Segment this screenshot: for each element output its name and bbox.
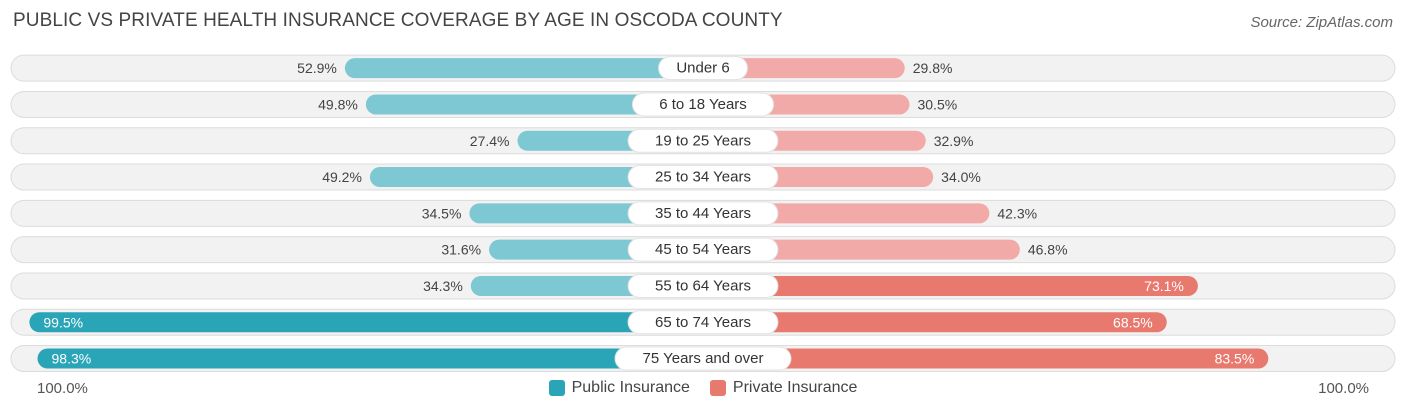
bar-public	[344, 58, 703, 79]
legend-item-public: Public Insurance	[548, 379, 690, 397]
category-label: 25 to 34 Years	[655, 169, 751, 186]
chart-title: PUBLIC VS PRIVATE HEALTH INSURANCE COVER…	[13, 10, 783, 31]
label-private: 73.1%	[1144, 278, 1184, 294]
bar-private	[703, 275, 1198, 296]
category-pill	[631, 92, 775, 117]
label-public: 98.3%	[52, 351, 92, 367]
legend: Public Insurance Private Insurance	[0, 379, 1406, 397]
bar-public	[37, 348, 704, 369]
label-public: 99.5%	[43, 314, 83, 330]
source-label: Source: ZipAtlas.com	[1250, 14, 1393, 31]
label-public: 49.2%	[322, 169, 362, 185]
label-private: 68.5%	[1113, 314, 1153, 330]
category-pill	[627, 237, 779, 262]
category-pill	[627, 310, 779, 335]
category-pill	[658, 56, 748, 81]
category-pill	[627, 201, 779, 226]
legend-label-private: Private Insurance	[732, 379, 858, 396]
bar-private	[703, 239, 1020, 260]
bar-private	[703, 348, 1269, 369]
label-public: 49.8%	[318, 96, 358, 112]
bar-public	[29, 312, 703, 333]
category-label: 65 to 74 Years	[655, 314, 751, 331]
bar-private	[703, 312, 1167, 333]
bar-public	[369, 167, 703, 188]
label-public: 52.9%	[297, 60, 337, 76]
category-label: 19 to 25 Years	[655, 132, 751, 149]
category-pill	[614, 346, 792, 371]
category-label: Under 6	[676, 60, 729, 77]
category-label: 75 Years and over	[643, 350, 764, 367]
label-private: 29.8%	[913, 60, 953, 76]
category-pill	[627, 128, 779, 153]
label-private: 30.5%	[917, 96, 957, 112]
legend-swatch-public	[548, 380, 565, 396]
axis-right-label: 100.0%	[1318, 380, 1369, 397]
category-label: 6 to 18 Years	[659, 96, 747, 113]
label-private: 83.5%	[1215, 351, 1255, 367]
legend-swatch-private	[709, 380, 726, 396]
category-label: 45 to 54 Years	[655, 241, 751, 258]
label-private: 34.0%	[941, 169, 981, 185]
label-public: 34.5%	[422, 205, 462, 221]
bar-private	[703, 58, 905, 79]
category-label: 35 to 44 Years	[655, 205, 751, 222]
label-private: 46.8%	[1028, 242, 1068, 258]
label-public: 27.4%	[470, 133, 510, 149]
category-pill	[627, 273, 779, 298]
label-public: 31.6%	[441, 242, 481, 258]
legend-item-private: Private Insurance	[709, 379, 858, 397]
category-pill	[627, 165, 779, 190]
label-private: 32.9%	[934, 133, 974, 149]
axis-left-label: 100.0%	[37, 380, 88, 397]
legend-label-public: Public Insurance	[571, 379, 690, 396]
label-public: 34.3%	[423, 278, 463, 294]
label-private: 42.3%	[997, 205, 1037, 221]
category-label: 55 to 64 Years	[655, 277, 751, 294]
bar-public	[365, 94, 703, 115]
